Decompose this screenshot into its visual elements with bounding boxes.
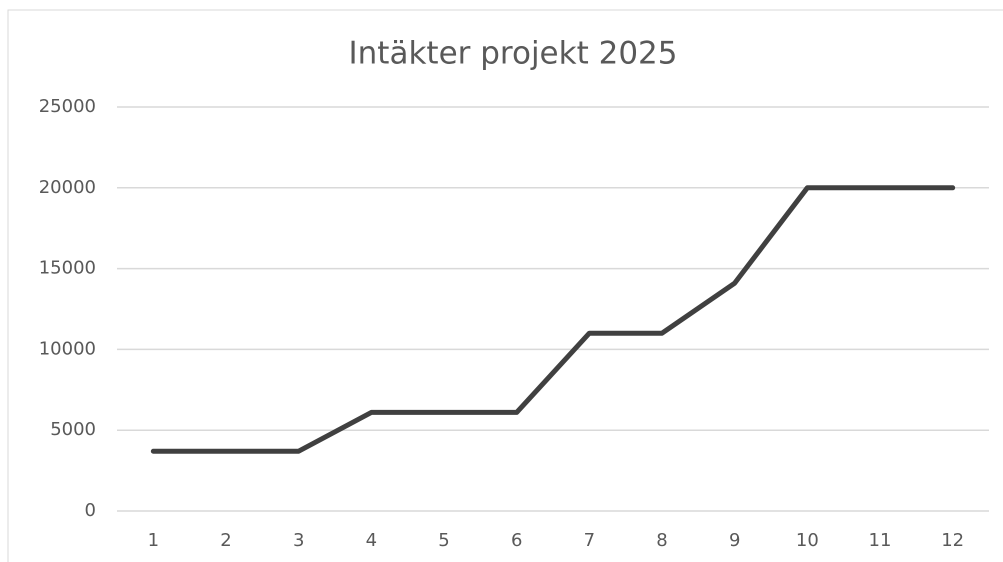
- x-tick-label: 6: [511, 530, 522, 551]
- x-tick-label: 12: [941, 530, 964, 551]
- y-tick-label: 15000: [39, 258, 96, 279]
- y-tick-label: 20000: [39, 177, 96, 198]
- x-tick-label: 9: [729, 530, 740, 551]
- y-tick-label: 10000: [39, 338, 96, 359]
- y-tick-label: 5000: [50, 419, 96, 440]
- x-tick-label: 3: [293, 530, 304, 551]
- chart-title: Intäkter projekt 2025: [349, 36, 678, 72]
- x-tick-label: 4: [366, 530, 377, 551]
- x-tick-label: 8: [656, 530, 667, 551]
- y-tick-label: 25000: [39, 96, 96, 117]
- x-tick-label: 11: [869, 530, 892, 551]
- x-tick-label: 1: [148, 530, 159, 551]
- x-tick-label: 2: [220, 530, 231, 551]
- x-tick-label: 5: [438, 530, 449, 551]
- x-tick-label: 10: [796, 530, 819, 551]
- data-line: [150, 185, 956, 454]
- y-tick-label: 0: [85, 500, 96, 521]
- chart-border: [7, 9, 1003, 562]
- x-tick-label: 7: [584, 530, 595, 551]
